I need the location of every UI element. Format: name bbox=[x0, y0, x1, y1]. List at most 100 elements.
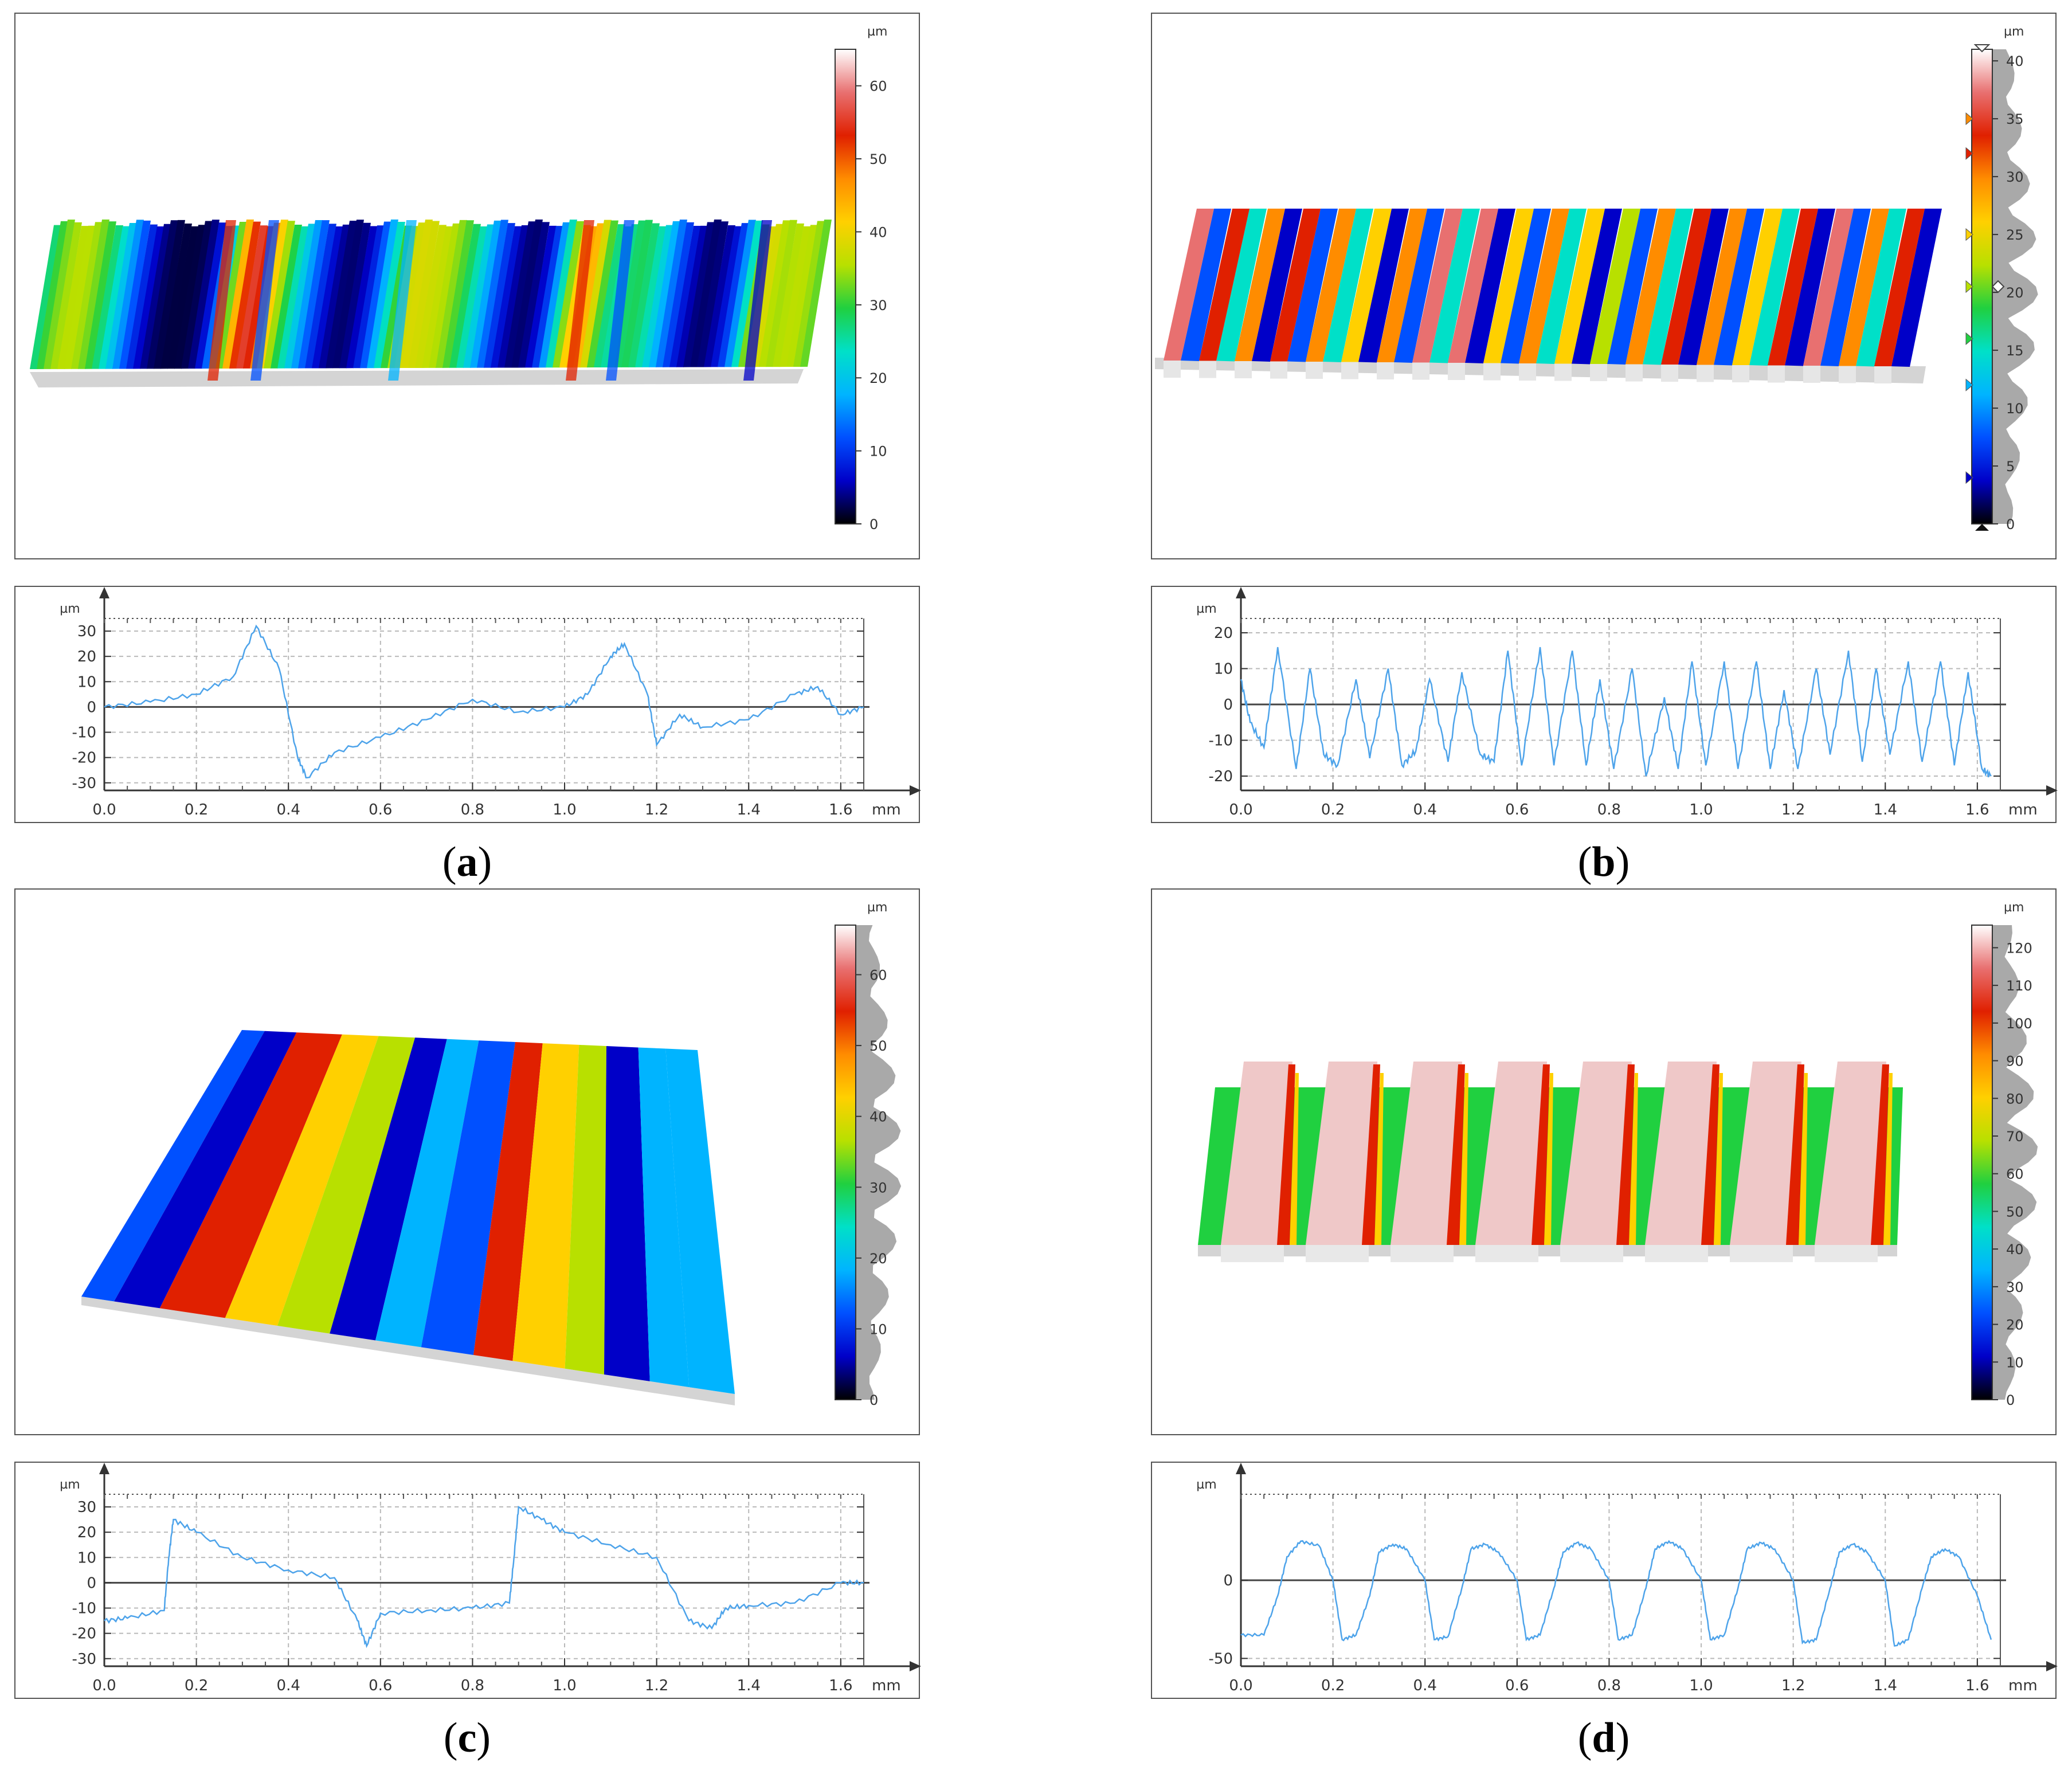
surface-rib bbox=[1306, 209, 1356, 362]
x-tick-label: 1.4 bbox=[737, 1677, 761, 1694]
surface-band bbox=[375, 1039, 479, 1348]
surface-strip bbox=[546, 220, 577, 368]
rib-flank bbox=[1871, 1064, 1889, 1245]
surface-strip bbox=[793, 221, 825, 367]
threshold-marker bbox=[1965, 228, 1973, 241]
surface-strip bbox=[236, 225, 268, 369]
surface-strip bbox=[85, 221, 116, 369]
surface-3d-view: 0 10 20 30 40 50 60 µm bbox=[14, 13, 920, 559]
rib-end bbox=[1199, 361, 1216, 378]
surface-3d bbox=[30, 220, 832, 387]
rib-flank bbox=[1786, 1064, 1804, 1245]
surface-rib bbox=[1221, 1062, 1292, 1245]
rib-end bbox=[1412, 362, 1429, 380]
surface-groove bbox=[1891, 209, 1942, 367]
surface-strip bbox=[766, 220, 797, 367]
colorbar-tick-label: 50 bbox=[2006, 1204, 2024, 1220]
colorbar-tick-label: 100 bbox=[2006, 1016, 2032, 1032]
surface-strip bbox=[160, 223, 192, 369]
surface-strip bbox=[181, 221, 213, 369]
rib-end bbox=[1483, 363, 1501, 381]
surface-strip bbox=[690, 220, 722, 367]
surface-strip bbox=[216, 221, 247, 369]
colorbar-tick-label: 90 bbox=[2006, 1054, 2024, 1070]
surface-ridge bbox=[388, 220, 417, 381]
surface-strip bbox=[442, 220, 474, 368]
surface-strip bbox=[635, 226, 667, 367]
surface-strip bbox=[319, 224, 350, 369]
surface-strip bbox=[449, 224, 481, 368]
surface-rib bbox=[1815, 1062, 1886, 1245]
surface-groove bbox=[1572, 209, 1622, 365]
surface-groove bbox=[1714, 209, 1764, 366]
surface-strip bbox=[718, 223, 749, 367]
surface-strip bbox=[360, 221, 391, 369]
surface-rib bbox=[1626, 209, 1676, 365]
rib-flank-low bbox=[1290, 1073, 1299, 1245]
y-tick-label: 10 bbox=[1214, 661, 1233, 678]
surface-groove bbox=[1678, 209, 1729, 365]
height-histogram bbox=[1992, 925, 2038, 1400]
y-tick-label: 30 bbox=[77, 623, 96, 640]
surface-strip bbox=[587, 220, 618, 368]
surface-rib bbox=[1560, 1062, 1632, 1245]
surface-3d-view: 0 5 10 15 20 25 30 35 40 µm bbox=[1151, 13, 2057, 559]
y-tick-label: -10 bbox=[1209, 733, 1233, 750]
rib-flank bbox=[1447, 1064, 1465, 1245]
surface-strip bbox=[92, 225, 123, 369]
surface-base bbox=[30, 369, 804, 387]
rib-end bbox=[1645, 1245, 1708, 1262]
surface-rib bbox=[1448, 209, 1498, 363]
rib-end bbox=[1554, 363, 1572, 381]
surface-strip bbox=[401, 220, 433, 369]
rib-end bbox=[1697, 365, 1714, 382]
height-histogram bbox=[856, 925, 902, 1400]
surface-rib bbox=[1306, 1062, 1377, 1245]
rib-end bbox=[1732, 365, 1749, 382]
surface-rib bbox=[1199, 209, 1250, 361]
surface-rib bbox=[1270, 209, 1321, 362]
colorbar-tick-label: 5 bbox=[2006, 459, 2015, 475]
surface-band bbox=[225, 1034, 379, 1326]
y-unit-label: µm bbox=[1196, 602, 1216, 616]
mid-marker bbox=[1991, 280, 2005, 293]
surface-strip bbox=[422, 226, 453, 368]
x-axis-arrow bbox=[910, 785, 921, 796]
surface-strip bbox=[188, 220, 220, 369]
surface-strip bbox=[271, 224, 302, 369]
surface-strip bbox=[697, 221, 728, 367]
threshold-marker bbox=[1965, 332, 1973, 345]
surface-strip bbox=[312, 226, 343, 369]
surface-strip bbox=[429, 223, 460, 368]
rib-end bbox=[1164, 361, 1181, 378]
surface-strip bbox=[30, 225, 61, 369]
surface-strip bbox=[663, 222, 694, 367]
colorbar-tick-label: 120 bbox=[2006, 940, 2032, 956]
colorbar-tick-label: 60 bbox=[869, 79, 887, 95]
surface-3d bbox=[1155, 209, 1942, 383]
surface-strip bbox=[277, 226, 309, 369]
surface-band bbox=[159, 1032, 342, 1318]
surface-groove bbox=[1181, 209, 1231, 361]
surface-strip bbox=[614, 220, 646, 367]
surface-strip bbox=[491, 226, 522, 368]
surface-strip bbox=[532, 226, 563, 368]
y-axis-arrow bbox=[1236, 1463, 1246, 1474]
y-unit-label: µm bbox=[60, 1478, 80, 1492]
y-axis-arrow bbox=[1236, 587, 1246, 598]
surface-groove bbox=[1429, 209, 1480, 363]
top-marker bbox=[1973, 44, 1991, 53]
surface-rib bbox=[1803, 209, 1854, 366]
surface-strip bbox=[346, 226, 378, 369]
rib-end bbox=[1235, 361, 1252, 378]
x-tick-label: 1.6 bbox=[829, 1677, 852, 1694]
y-unit-label: µm bbox=[1196, 1478, 1216, 1492]
colorbar-tick-label: 40 bbox=[869, 1109, 887, 1125]
rib-flank-low bbox=[1629, 1073, 1638, 1245]
height-histogram bbox=[1992, 49, 2038, 524]
x-tick-label: 0.4 bbox=[1413, 1677, 1437, 1694]
y-tick-label: 10 bbox=[77, 673, 96, 691]
surface-strip bbox=[326, 221, 357, 369]
surface-band bbox=[421, 1040, 515, 1355]
surface-groove bbox=[1465, 209, 1515, 363]
